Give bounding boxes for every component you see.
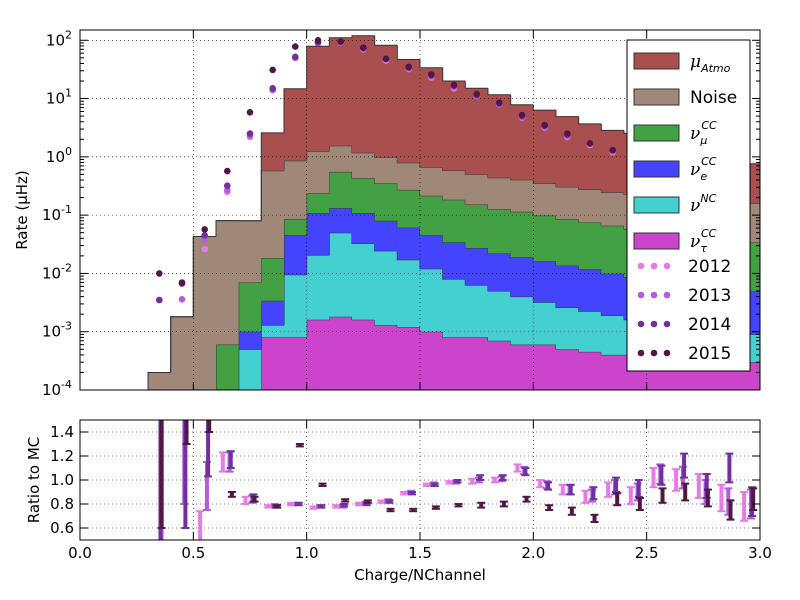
data-point-2015 [178,279,186,286]
legend-marker-2012 [663,262,671,270]
legend-marker-2015 [650,349,658,357]
stacked-histogram [80,35,761,391]
x-tick-label: 1.0 [295,544,319,562]
data-point-2015 [246,109,254,116]
legend-swatch-nu-tau-cc [633,232,680,250]
rate-y-ticks: 10-4 10-3 10-2 10-1 100 101 102 [42,28,761,399]
data-point-2015 [586,140,594,147]
data-point-2015 [314,37,322,44]
y-tick-label: 10-4 [42,378,72,399]
legend-label-nu-e-cc: νeCC [690,155,717,183]
legend-marker-2015 [637,349,645,357]
data-point-2014 [246,130,254,137]
ratio-grid [80,420,760,540]
legend-label-nu-nc: νNC [690,192,717,216]
data-point-2015 [518,111,526,119]
ratio-y-tick-label: 1.2 [50,447,74,465]
data-point-2015 [269,66,277,74]
rate-y-axis-label: Rate (μHz) [13,170,31,250]
data-point-2015 [450,81,458,89]
legend-swatch-noise [633,88,680,106]
ratio-y-tick-label: 0.6 [50,519,74,537]
data-point-2015 [360,44,367,51]
ratio-y-tick-label: 0.8 [50,495,74,513]
data-point-2015 [292,43,299,50]
y-tick-label: 10-2 [42,261,72,282]
x-tick-label: 1.5 [408,544,432,562]
y-tick-label: 100 [46,145,72,166]
y-tick-label: 10-1 [42,203,72,224]
data-point-2014 [224,182,231,189]
data-point-2013 [178,296,186,303]
y-tick-label: 101 [46,87,72,108]
data-point-2015 [201,226,208,233]
legend-marker-2012 [650,262,658,270]
legend-label-nu-mu-cc: νμCC [690,119,717,147]
x-axis-label: Charge/NChannel [354,566,486,584]
x-tick-label: 3.0 [748,544,772,562]
data-point-2014 [156,296,163,304]
ratio-y-tick-label: 1.0 [50,471,74,489]
data-point-2015 [224,167,231,175]
legend-marker-2013 [637,291,645,299]
data-point-2015 [541,121,548,129]
data-point-2015 [156,270,163,277]
x-tick-label: 0.0 [68,544,92,562]
y-tick-label: 102 [46,28,72,49]
x-tick-label: 2.0 [521,544,545,562]
hist-area-nu-tau-cc [80,316,760,390]
legend-marker-2013 [663,291,671,299]
hist-area-nu-e-cc [80,208,760,390]
data-point-2015 [496,99,503,106]
ratio-y-axis-label: Ratio to MC [25,437,43,524]
legend-label-noise: Noise [690,88,737,108]
legend-marker-2014 [663,320,671,328]
legend-swatch-nu-e-cc [633,160,680,178]
data-point-2014 [201,232,208,239]
data-point-2015 [405,63,413,71]
x-tick-label: 2.5 [635,544,659,562]
data-point-2015 [382,55,390,63]
ratio-y-tick-label: 1.4 [50,423,74,441]
legend-swatch-mu-atmo [633,52,680,70]
legend-label-2013: 2013 [688,286,731,306]
ratio-ticks: 0.6 0.8 1.0 1.2 1.4 0.0 0.5 1.0 1.5 2.0 2.5 3.0 [50,420,772,562]
data-point-2015 [564,130,571,137]
data-point-2015 [609,146,616,154]
data-point-2014 [269,85,277,92]
rate-panel: 10-4 10-3 10-2 10-1 100 101 102 Rate (μHz) μAt… [13,28,761,399]
legend-swatch-nu-nc [633,196,680,214]
y-tick-label: 10-3 [42,320,72,341]
legend-label-mu-atmo: μAtmo [690,52,731,75]
data-point-2015 [428,71,435,78]
hist-area-noise [80,145,760,390]
hist-area-nu-nc [80,232,760,390]
legend-marker-2013 [650,291,658,299]
legend-label-2014: 2014 [688,315,731,335]
hist-area-nu-mu-cc [80,171,760,390]
ratio-error-bars [157,420,758,540]
data-point-2015 [473,90,481,98]
legend-marker-2015 [663,349,671,357]
data-points [156,37,639,304]
legend-marker-2012 [637,262,645,270]
x-tick-label: 0.5 [181,544,205,562]
legend-swatch-nu-mu-cc [633,124,680,142]
legend-label-nu-tau-cc: ντCC [690,227,717,255]
legend-label-2015: 2015 [688,344,731,364]
data-point-2014 [292,53,299,61]
data-point-2012 [201,245,208,253]
ratio-panel: 0.6 0.8 1.0 1.2 1.4 0.0 0.5 1.0 1.5 2.0 2.5 3.0 Rat… [25,419,772,584]
legend-marker-2014 [650,320,658,328]
legend-marker-2014 [637,320,645,328]
data-point-2015 [337,38,345,45]
legend-label-2012: 2012 [688,257,731,277]
